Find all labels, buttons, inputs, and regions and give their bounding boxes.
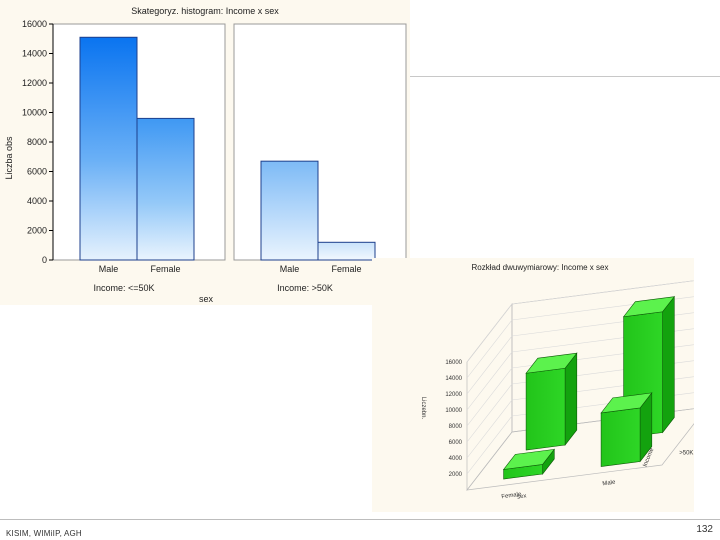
y-tick-label: 16000 xyxy=(22,19,47,29)
x3d-axis-label: sex xyxy=(517,493,527,501)
histogram-bar xyxy=(79,36,138,261)
categorized-histogram: Skategoryz. histogram: Income x sex Licz… xyxy=(0,0,410,305)
z-gridline xyxy=(466,280,694,363)
y-tick-label: 14000 xyxy=(22,49,47,59)
y-tick-label: 0 xyxy=(42,255,47,265)
y-axis-label: Liczba obs xyxy=(4,136,14,180)
z-tick-label: 6000 xyxy=(449,440,463,446)
bar3d-side xyxy=(662,295,675,434)
y-tick-label: 8000 xyxy=(27,137,47,147)
histogram-bar xyxy=(260,160,319,261)
page-number: 132 xyxy=(696,524,713,535)
y-tick-label: 6000 xyxy=(27,167,47,177)
panel-right-frame xyxy=(233,23,407,261)
panel-label: Income: >50K xyxy=(277,283,333,293)
bivariate-3d-chart: Rozkład dwuwymiarowy: Income x sex 2000 4… xyxy=(372,258,694,512)
z-tick-label: 10000 xyxy=(445,408,462,414)
x-axis-label: sex xyxy=(199,294,214,304)
bar3d-side xyxy=(564,352,578,446)
category-tick-label: Male xyxy=(280,264,300,274)
z-tick-label: 16000 xyxy=(445,360,462,366)
x3d-tick-label: Female xyxy=(501,492,522,501)
y3d-tick-label: >50K xyxy=(679,451,693,457)
panel-label: Income: <=50K xyxy=(93,283,154,293)
y-tick-label: 12000 xyxy=(22,78,47,88)
histogram-bar xyxy=(317,241,376,261)
histogram-bar xyxy=(136,117,195,261)
bar3d-front xyxy=(600,407,641,467)
y-tick-label: 10000 xyxy=(22,108,47,118)
chart3d-title: Rozkład dwuwymiarowy: Income x sex xyxy=(472,263,609,272)
histogram-title: Skategoryz. histogram: Income x sex xyxy=(131,6,279,16)
z-tick-label: 14000 xyxy=(445,376,462,382)
category-tick-label: Female xyxy=(150,264,180,274)
x3d-tick-label: Male xyxy=(602,480,616,488)
z-tick-label: 12000 xyxy=(445,392,462,398)
bar3d-top xyxy=(502,448,555,470)
bar3d-front xyxy=(525,367,566,451)
z-tick-label: 4000 xyxy=(449,456,463,462)
bar3d-top xyxy=(600,392,653,414)
bar3d-top xyxy=(622,296,675,318)
divider-line xyxy=(410,76,720,77)
category-tick-label: Male xyxy=(99,264,119,274)
category-tick-label: Female xyxy=(331,264,361,274)
z-axis-label: Liczebn. xyxy=(420,397,426,420)
footer-institution: KISIM, WIMiIP, AGH xyxy=(6,529,82,538)
z-tick-label: 8000 xyxy=(449,424,463,430)
y-tick-label: 4000 xyxy=(27,196,47,206)
bar3d-top xyxy=(525,352,578,374)
y-tick-label: 2000 xyxy=(27,226,47,236)
footer-line xyxy=(0,519,720,520)
z-tick-label: 2000 xyxy=(449,472,463,478)
